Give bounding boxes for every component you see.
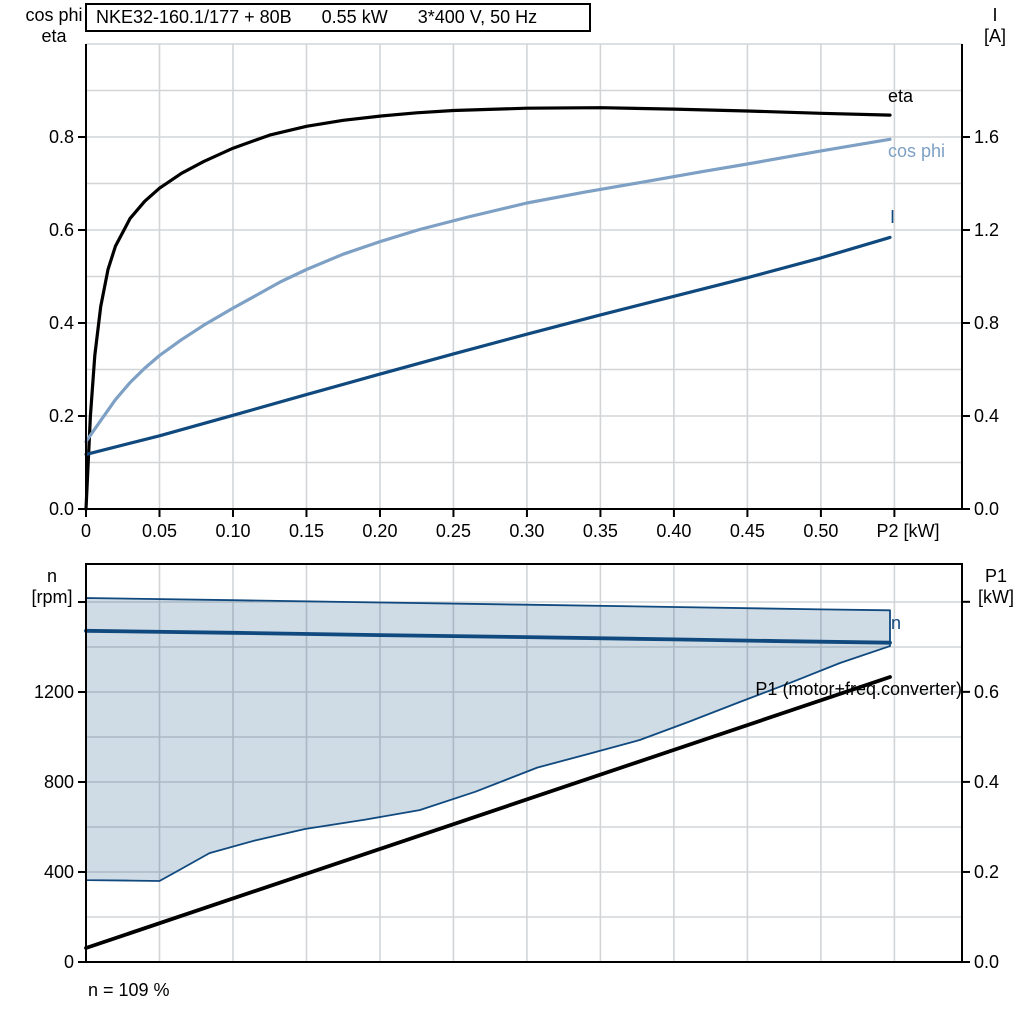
tick-label-left: 0.6 xyxy=(49,220,74,240)
tick-label-right: 1.6 xyxy=(974,127,999,147)
bottom-left-axis-label: n [rpm] xyxy=(31,566,73,607)
tick-label-right: 0.8 xyxy=(974,313,999,333)
tick-label-left: 0 xyxy=(64,952,74,972)
tick-label-x: 0.25 xyxy=(436,521,471,541)
tick-label-right: 0.0 xyxy=(974,952,999,972)
speed-percentage-caption: n = 109 % xyxy=(88,980,170,1000)
series-cos-phi xyxy=(84,137,892,444)
tick-label-x: 0.05 xyxy=(142,521,177,541)
tick-label-right: 0.0 xyxy=(974,499,999,519)
plot-frame xyxy=(85,563,963,963)
tick-label-right: 0.4 xyxy=(974,406,999,426)
series-p1-motor-freq-converter xyxy=(84,675,892,950)
eta-curve-label: eta xyxy=(888,86,914,106)
supply-title: 3*400 V, 50 Hz xyxy=(417,7,538,27)
tick-label-x: 0.45 xyxy=(730,521,765,541)
tick-label-x: 0.40 xyxy=(656,521,691,541)
tick-label-x: 0.30 xyxy=(509,521,544,541)
top-left-axis-label: cos phi eta xyxy=(25,5,83,46)
p1-curve-label: P1 (motor+freq.converter) xyxy=(755,679,962,699)
tick-label-right: 0.6 xyxy=(974,682,999,702)
tick-label-x: 0.35 xyxy=(583,521,618,541)
series-i xyxy=(84,235,892,456)
tick-label-left: 0.0 xyxy=(49,499,74,519)
pump-type-title: NKE32-160.1/177 + 80B xyxy=(96,7,292,27)
bottom-right-axis-label: P1 [kW] xyxy=(978,566,1014,607)
tick-label-x: 0.20 xyxy=(362,521,397,541)
tick-label-right: 1.2 xyxy=(974,220,999,240)
series-eta xyxy=(84,106,892,511)
series-n xyxy=(84,628,892,645)
cos-phi-curve-label: cos phi xyxy=(888,141,946,161)
tick-label-left: 1200 xyxy=(34,682,74,702)
tick-label-left: 0.8 xyxy=(49,127,74,147)
speed-curve-label: n xyxy=(891,613,902,633)
tick-label-x: 0.50 xyxy=(803,521,838,541)
current-curve-label: I xyxy=(890,207,896,227)
tick-label-right: 0.4 xyxy=(974,772,999,792)
tick-label-x: 0 xyxy=(81,521,91,541)
speed-operating-range xyxy=(85,597,891,882)
tick-label-left: 0.2 xyxy=(49,406,74,426)
tick-label-left: 400 xyxy=(44,862,74,882)
tick-label-right: 0.2 xyxy=(974,862,999,882)
x-axis-unit-label: P2 [kW] xyxy=(876,521,939,541)
top-right-axis-label: I [A] xyxy=(983,5,1006,46)
tick-label-left: 800 xyxy=(44,772,74,792)
tick-label-left: 0.4 xyxy=(49,313,74,333)
tick-label-x: 0.10 xyxy=(215,521,250,541)
tick-label-x: 0.15 xyxy=(289,521,324,541)
title-box: NKE32-160.1/177 + 80B 0.55 kW 3*400 V, 5… xyxy=(85,3,591,32)
rated-power-title: 0.55 kW xyxy=(321,7,388,27)
